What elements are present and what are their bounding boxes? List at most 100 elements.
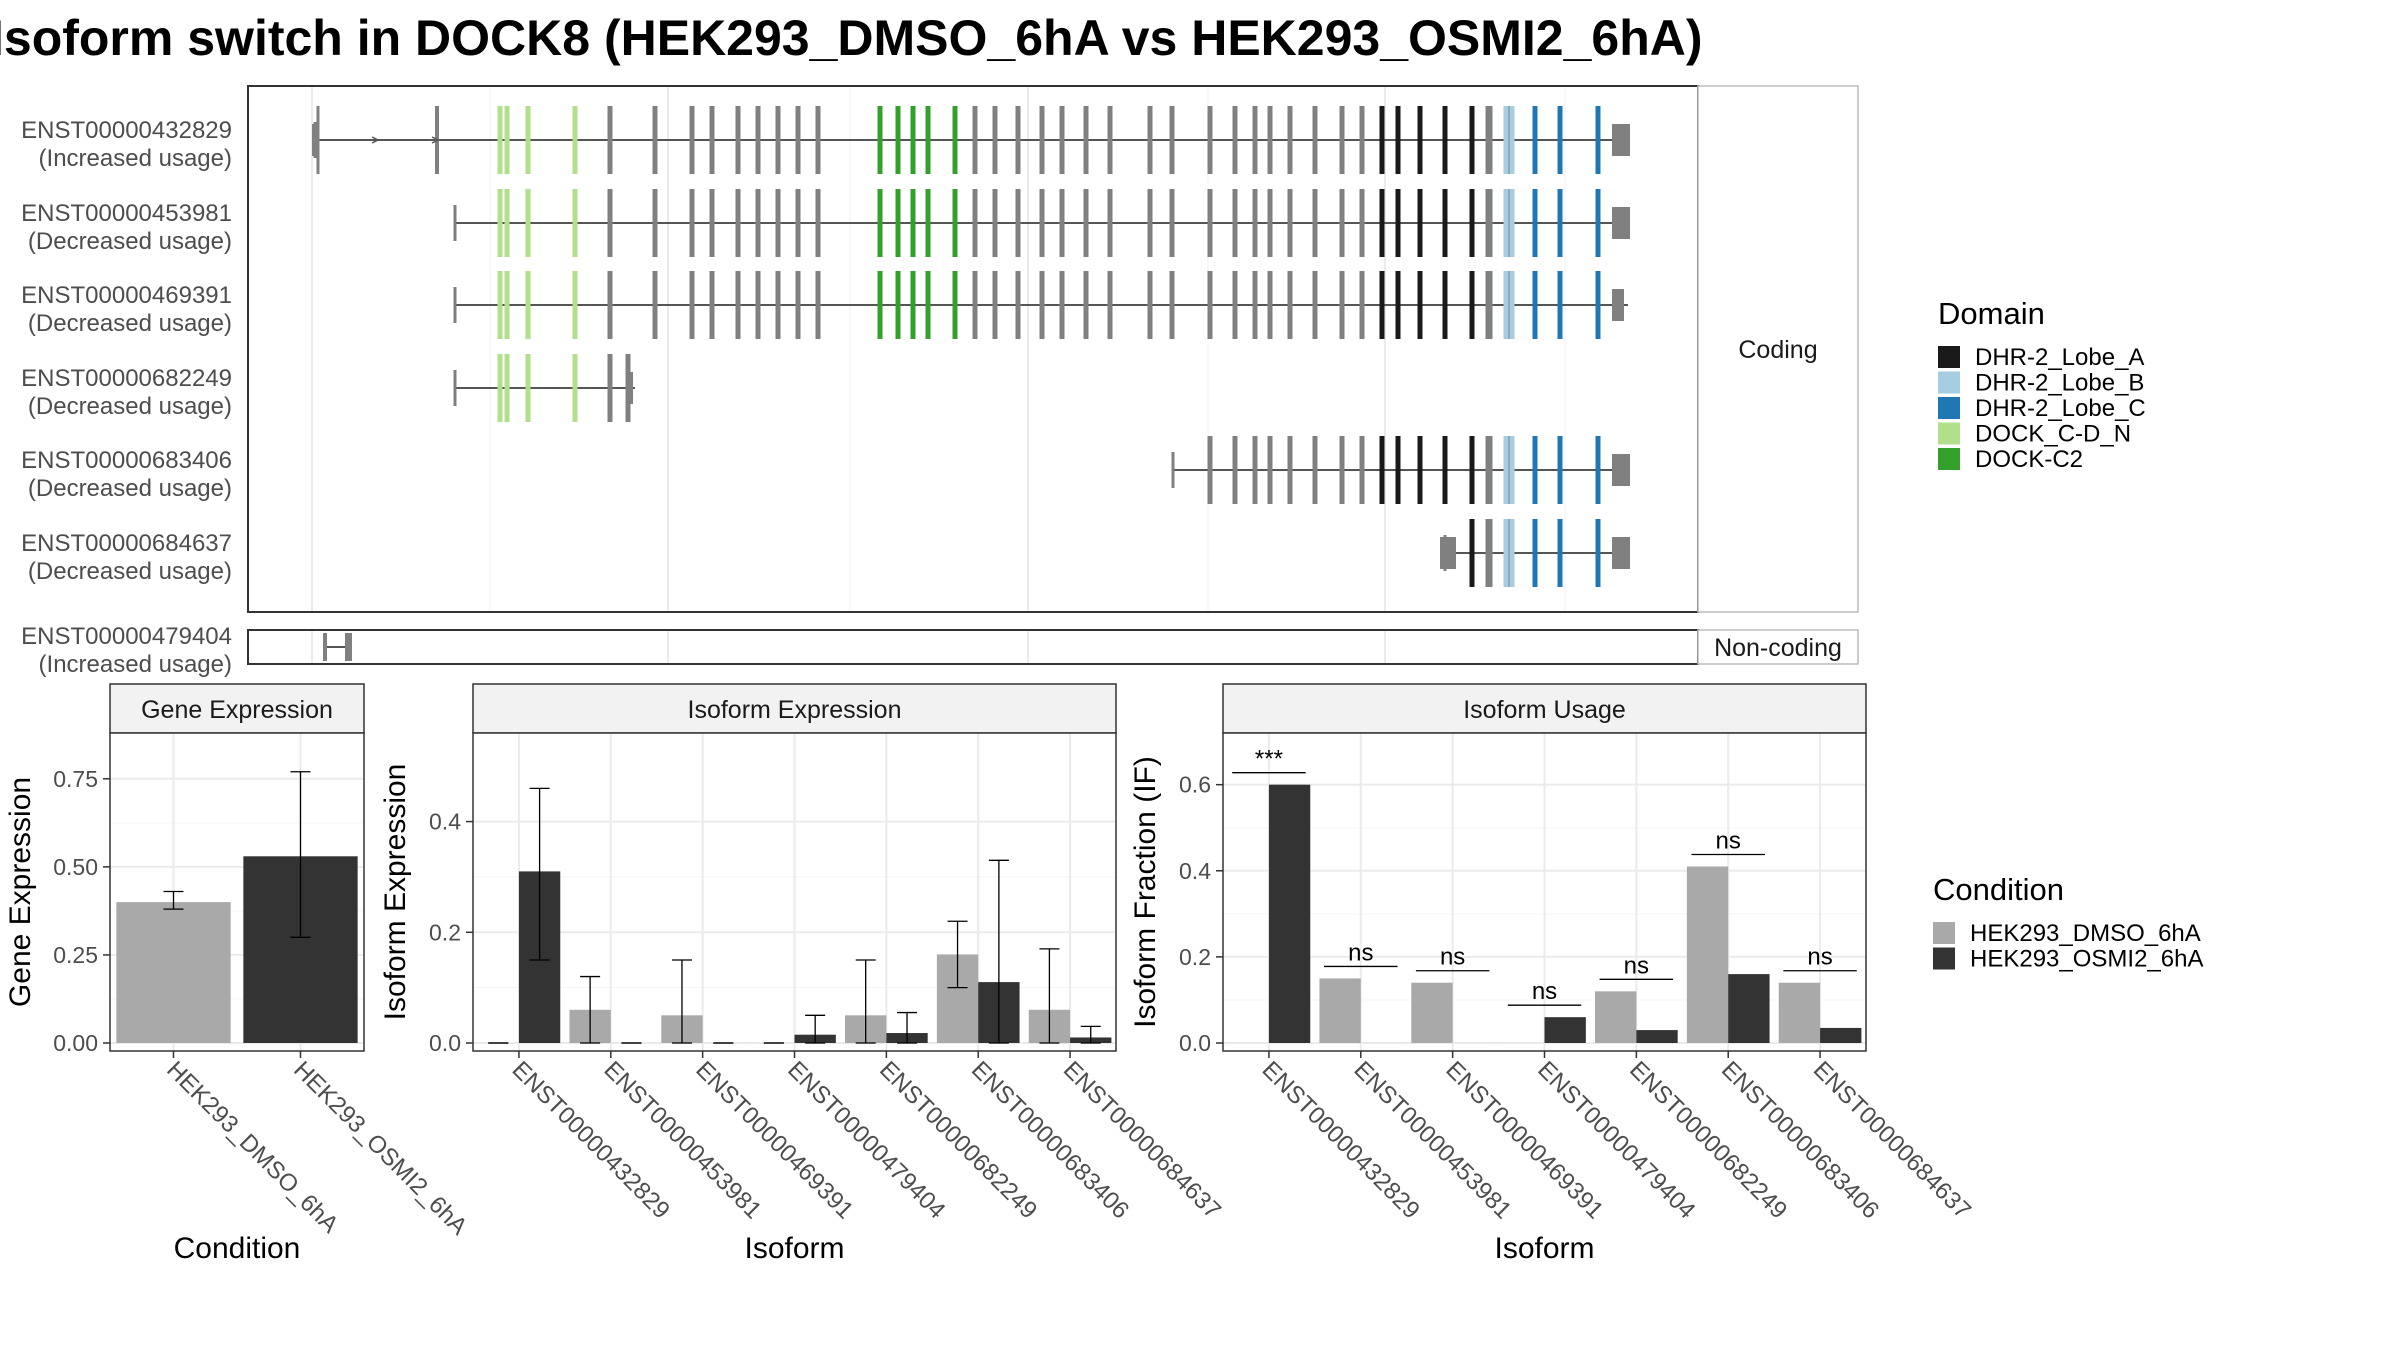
exon	[1504, 189, 1509, 257]
significance-label: ns	[1716, 827, 1741, 854]
bar-ENST00000469391-HEK293_DMSO_6hA	[1411, 983, 1452, 1043]
exon	[1510, 106, 1515, 174]
exon	[1016, 106, 1021, 174]
exon	[1596, 519, 1601, 587]
domain-legend-swatch	[1938, 372, 1960, 394]
exon	[993, 106, 998, 174]
exon	[816, 189, 821, 257]
exon	[911, 271, 916, 339]
y-tick-label: 0.0	[429, 1030, 461, 1056]
y-tick-label: 0.2	[429, 919, 461, 945]
exon	[653, 189, 658, 257]
utr-block	[1440, 537, 1456, 569]
bar-HEK293_DMSO_6hA-single	[116, 902, 230, 1043]
transcript-id-label: ENST00000453981	[21, 200, 232, 227]
x-tick-label: ENST00000683406	[966, 1056, 1134, 1224]
exon	[1488, 271, 1493, 339]
condition-legend-label: HEK293_DMSO_6hA	[1970, 920, 2201, 947]
exon	[1396, 436, 1401, 504]
significance-label: ns	[1807, 944, 1832, 971]
exon	[526, 106, 531, 174]
exon	[1313, 271, 1318, 339]
exon	[1504, 519, 1509, 587]
x-tick-label: ENST00000682249	[874, 1056, 1042, 1224]
exon	[1418, 106, 1423, 174]
exon	[756, 106, 761, 174]
exon	[1558, 271, 1563, 339]
exon	[1470, 189, 1475, 257]
exon	[653, 106, 658, 174]
exon	[1380, 189, 1385, 257]
x-tick-label: ENST00000682249	[1624, 1056, 1792, 1224]
exon	[1418, 271, 1423, 339]
noncoding-panel-frame	[248, 630, 1698, 664]
y-tick-label: 0.75	[53, 766, 98, 792]
exon	[1396, 271, 1401, 339]
x-axis-title: Isoform	[1494, 1232, 1594, 1265]
exon	[776, 271, 781, 339]
x-tick-label: ENST00000479404	[1532, 1056, 1700, 1224]
exon	[878, 189, 883, 257]
exon	[1060, 271, 1065, 339]
exon	[796, 189, 801, 257]
exon	[1443, 189, 1448, 257]
transcript-id-label: ENST00000469391	[21, 282, 232, 309]
panel-strip-title: Gene Expression	[141, 696, 333, 724]
exon	[1253, 189, 1258, 257]
exon	[973, 271, 978, 339]
exon	[953, 106, 958, 174]
transcript-usage-label: (Decreased usage)	[28, 558, 232, 585]
exon	[1470, 271, 1475, 339]
exon	[1148, 106, 1153, 174]
exon	[1084, 106, 1089, 174]
figure-title: Isoform switch in DOCK8 (HEK293_DMSO_6hA…	[0, 10, 1703, 66]
exon	[608, 271, 613, 339]
y-axis-title: Isoform Fraction (IF)	[1129, 756, 1162, 1028]
exon	[776, 106, 781, 174]
exon	[1060, 189, 1065, 257]
exon	[505, 271, 510, 339]
exon	[1504, 271, 1509, 339]
exon	[1313, 436, 1318, 504]
domain-legend-swatch	[1938, 448, 1960, 470]
x-tick-label: ENST00000453981	[1349, 1056, 1517, 1224]
exon	[1488, 106, 1493, 174]
x-tick-label: ENST00000432829	[1257, 1056, 1425, 1224]
exon	[973, 106, 978, 174]
domain-legend-label: DHR-2_Lobe_C	[1975, 395, 2146, 422]
exon	[1288, 271, 1293, 339]
transcript-usage-label: (Decreased usage)	[28, 475, 232, 502]
exon	[1268, 189, 1273, 257]
exon	[1533, 189, 1538, 257]
y-tick-label: 0.50	[53, 854, 98, 880]
bar-ENST00000453981-HEK293_DMSO_6hA	[1319, 978, 1360, 1043]
exon	[573, 271, 578, 339]
exon	[345, 633, 352, 661]
exon	[816, 271, 821, 339]
exon	[973, 189, 978, 257]
y-axis-title: Gene Expression	[4, 777, 37, 1007]
x-axis-title: Condition	[174, 1232, 301, 1265]
x-tick-label: ENST00000469391	[690, 1056, 858, 1224]
exon	[1084, 189, 1089, 257]
exon	[1016, 189, 1021, 257]
exon	[1596, 436, 1601, 504]
exon	[1208, 436, 1213, 504]
exon	[736, 189, 741, 257]
transcript-structure-panel: CodingNon-codingENST00000432829(Increase…	[21, 86, 1858, 678]
y-tick-label: 0.4	[429, 809, 461, 835]
exon	[993, 189, 998, 257]
bar-ENST00000684637-HEK293_DMSO_6hA	[1779, 983, 1820, 1043]
exon	[1148, 271, 1153, 339]
exon	[878, 106, 883, 174]
exon	[1558, 436, 1563, 504]
exon	[878, 271, 883, 339]
exon	[953, 189, 958, 257]
exon	[926, 189, 931, 257]
exon	[1268, 436, 1273, 504]
exon	[796, 271, 801, 339]
exon	[1233, 271, 1238, 339]
exon	[1533, 106, 1538, 174]
exon	[1268, 271, 1273, 339]
exon	[1418, 189, 1423, 257]
